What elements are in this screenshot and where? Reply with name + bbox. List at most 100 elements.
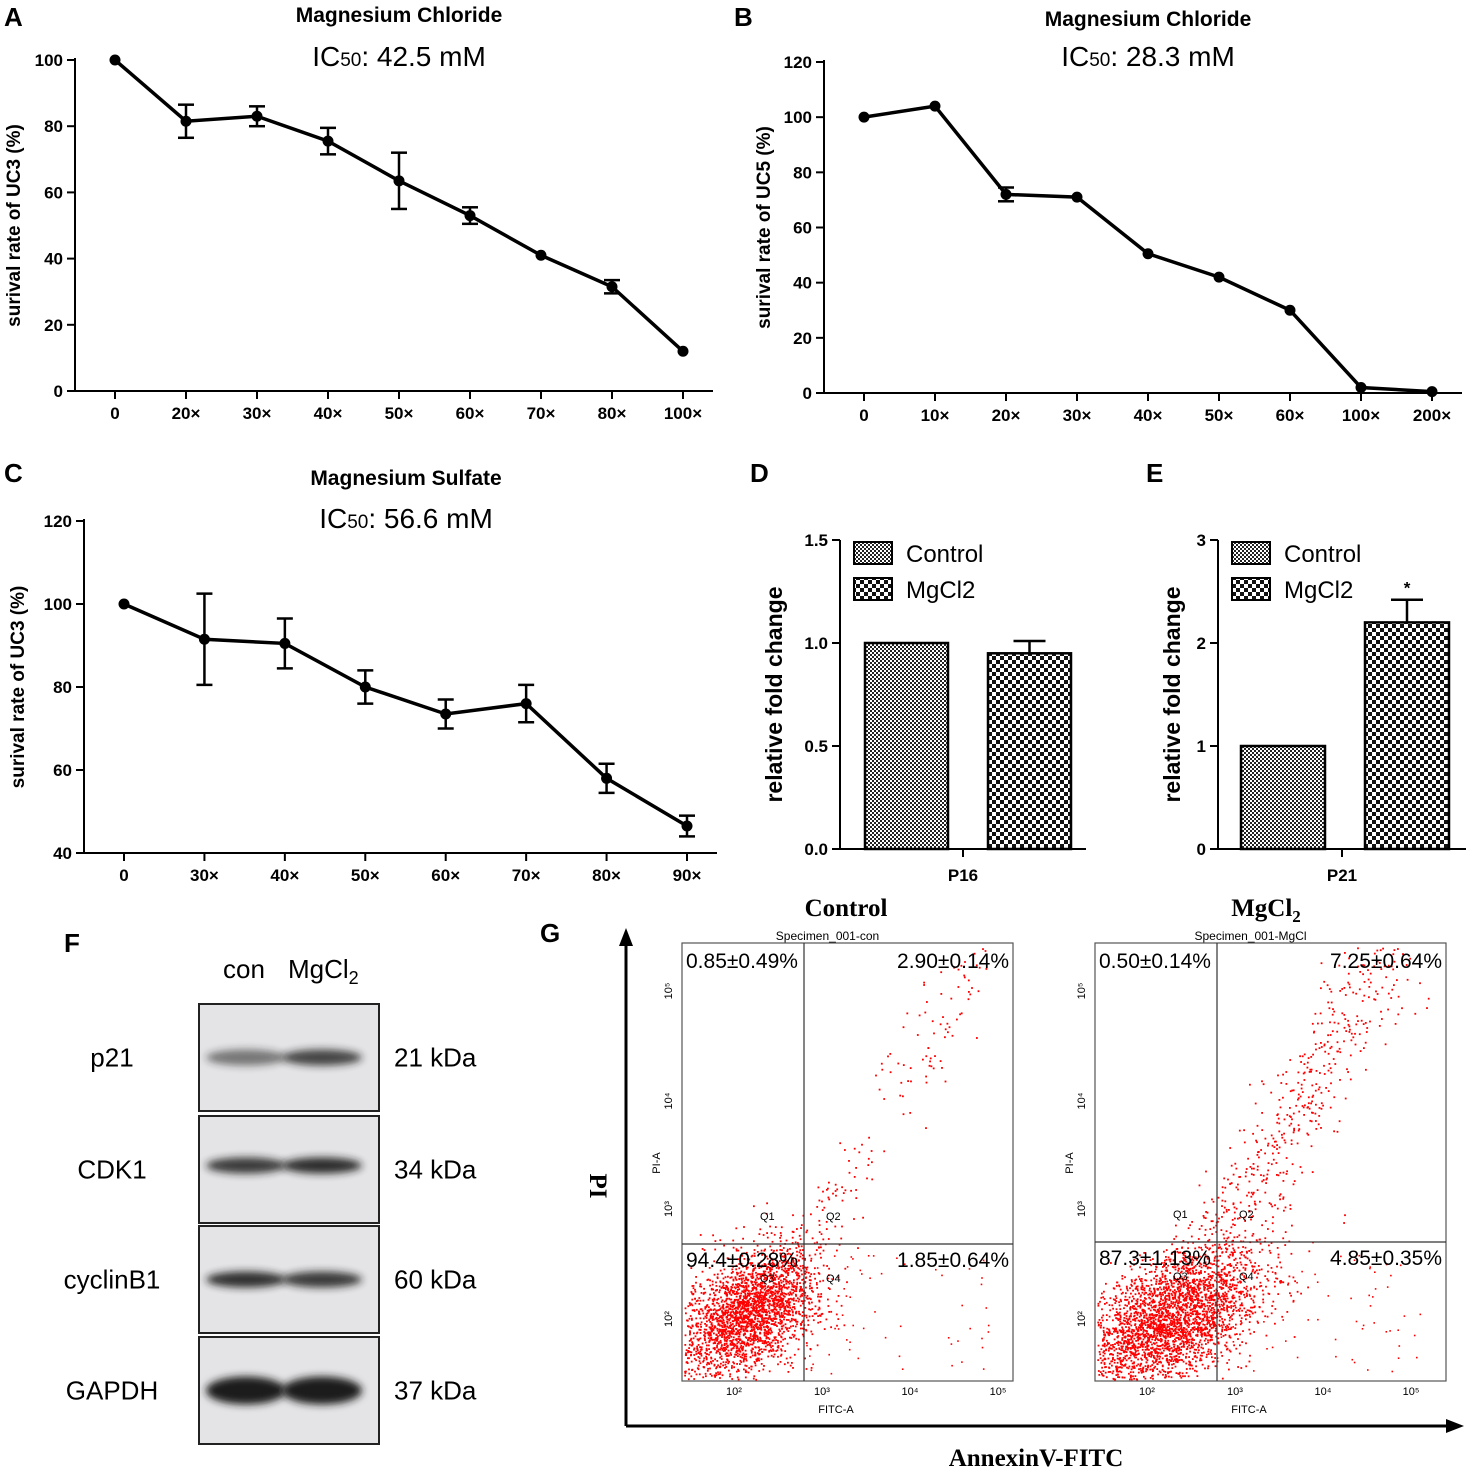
scatter-point — [759, 1296, 762, 1299]
scatter-point — [693, 1347, 696, 1350]
scatter-point — [1121, 1328, 1124, 1331]
scatter-point — [771, 1287, 774, 1290]
scatter-point — [733, 1304, 736, 1307]
scatter-point — [723, 1336, 726, 1339]
scatter-point — [1156, 1328, 1158, 1331]
scatter-point — [766, 1311, 768, 1314]
scatter-point — [1137, 1353, 1140, 1355]
scatter-point — [799, 1322, 802, 1325]
scatter-point — [1157, 1348, 1160, 1350]
scatter-point — [726, 1297, 729, 1300]
scatter-point — [704, 1323, 706, 1325]
scatter-point — [1164, 1340, 1167, 1343]
scatter-point — [1235, 1300, 1237, 1303]
scatter-point — [801, 1311, 804, 1314]
scatter-point — [740, 1285, 742, 1287]
scatter-point — [729, 1317, 731, 1320]
scatter-point — [1164, 1316, 1167, 1318]
scatter-point — [697, 1356, 700, 1358]
scatter-point — [759, 1340, 761, 1342]
scatter-point — [1137, 1275, 1140, 1278]
scatter-point — [1099, 1326, 1102, 1329]
scatter-point — [767, 1333, 769, 1336]
scatter-point — [1193, 1322, 1196, 1325]
scatter-point — [772, 1251, 774, 1254]
scatter-point — [1195, 1259, 1198, 1261]
scatter-point — [711, 1283, 714, 1286]
scatter-point — [724, 1363, 727, 1366]
scatter-point — [1227, 1328, 1230, 1331]
scatter-point — [1262, 1298, 1264, 1301]
scatter-point — [1191, 1221, 1193, 1223]
scatter-point — [1158, 1307, 1161, 1309]
scatter-point — [985, 1307, 988, 1309]
scatter-point — [1127, 1339, 1130, 1342]
scatter-point — [827, 1196, 830, 1199]
scatter-point — [722, 1361, 725, 1364]
scatter-point — [762, 1274, 764, 1277]
scatter-point — [1226, 1273, 1229, 1276]
scatter-point — [770, 1274, 772, 1277]
specimen-label: Specimen_001-MgCl — [1194, 929, 1306, 943]
scatter-point — [738, 1332, 741, 1335]
scatter-point — [1141, 1285, 1144, 1287]
scatter-point — [733, 1330, 735, 1333]
scatter-point — [693, 1354, 696, 1356]
data-point — [464, 210, 476, 222]
scatter-point — [1132, 1305, 1134, 1307]
scatter-point — [1207, 1301, 1209, 1304]
scatter-point — [1138, 1324, 1141, 1326]
scatter-point — [793, 1307, 796, 1310]
scatter-point — [720, 1347, 722, 1349]
scatter-point — [838, 1243, 841, 1246]
scatter-point — [1148, 1339, 1151, 1341]
scatter-point — [716, 1329, 719, 1332]
scatter-point — [1211, 1251, 1214, 1254]
scatter-point — [801, 1288, 803, 1291]
scatter-point — [1170, 1319, 1173, 1322]
scatter-point — [1243, 1275, 1246, 1277]
scatter-point — [790, 1337, 793, 1339]
chart-title: Magnesium Chloride — [296, 4, 503, 27]
scatter-point — [1175, 1306, 1178, 1309]
x-tick-label: 0 — [119, 866, 128, 885]
scatter-point — [805, 1342, 808, 1344]
scatter-point — [767, 1288, 770, 1291]
scatter-point — [782, 1303, 785, 1306]
scatter-point — [760, 1260, 763, 1263]
scatter-point — [1117, 1370, 1120, 1373]
scatter-point — [1239, 1304, 1242, 1307]
scatter-point — [1206, 1311, 1209, 1313]
scatter-point — [1137, 1334, 1140, 1336]
scatter-point — [1190, 1346, 1193, 1349]
scatter-point — [721, 1311, 724, 1313]
scatter-point — [1277, 1253, 1280, 1256]
scatter-point — [801, 1273, 803, 1276]
legend-label: Control — [906, 541, 983, 568]
scatter-point — [804, 1270, 806, 1273]
scatter-point — [779, 1306, 782, 1309]
scatter-point — [697, 1364, 700, 1367]
scatter-point — [1198, 1316, 1201, 1319]
scatter-point — [1112, 1358, 1114, 1360]
scatter-point — [742, 1304, 744, 1306]
scatter-point — [777, 1264, 779, 1266]
scatter-point — [1153, 1343, 1156, 1345]
scatter-point — [1103, 1350, 1105, 1352]
scatter-point — [1135, 1356, 1137, 1359]
scatter-point — [1192, 1328, 1194, 1330]
scatter-point — [743, 1329, 746, 1332]
scatter-point — [718, 1351, 721, 1354]
scatter-point — [749, 1273, 751, 1276]
scatter-point — [1145, 1279, 1148, 1282]
scatter-point — [751, 1292, 753, 1295]
scatter-point — [1198, 1280, 1201, 1283]
scatter-point — [729, 1375, 731, 1378]
scatter-point — [737, 1332, 739, 1335]
scatter-point — [940, 993, 943, 995]
scatter-point — [751, 1283, 754, 1286]
scatter-point — [733, 1301, 735, 1304]
scatter-point — [757, 1278, 760, 1280]
scatter-point — [763, 1288, 766, 1291]
scatter-point — [787, 1281, 790, 1283]
